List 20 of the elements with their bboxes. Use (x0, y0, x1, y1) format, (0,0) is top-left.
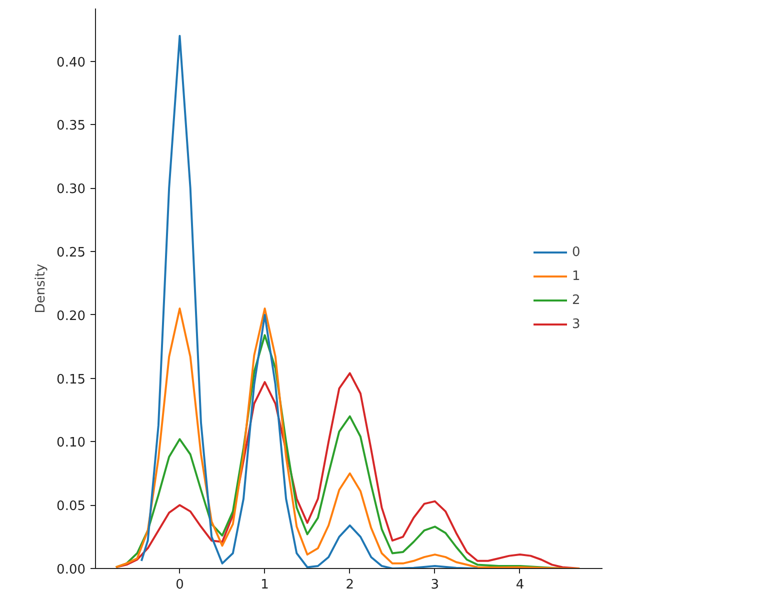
y-tick-label: 0.05 (56, 499, 86, 514)
y-tick-label: 0.25 (56, 245, 86, 260)
x-tick-label: 0 (176, 578, 184, 592)
x-tick-label: 4 (516, 578, 524, 592)
y-tick-label: 0.10 (56, 436, 86, 451)
y-tick-label: 0.20 (56, 308, 86, 324)
legend-label: 3 (572, 316, 582, 332)
legend-label: 1 (572, 268, 582, 284)
y-axis-title: Density (34, 263, 49, 314)
y-tick-label: 0.30 (56, 182, 86, 198)
y-tick-label: 0.40 (56, 55, 86, 70)
y-tick-label: 0.15 (56, 372, 86, 388)
x-tick-label: 2 (346, 578, 354, 592)
y-tick-label: 0.35 (56, 118, 86, 134)
legend-label: 2 (572, 292, 582, 308)
y-tick-label: 0.00 (56, 562, 86, 578)
x-tick-label: 1 (260, 578, 269, 592)
line-series (140, 34, 478, 568)
x-tick-label: 3 (430, 578, 440, 592)
legend-label: 0 (572, 244, 582, 260)
